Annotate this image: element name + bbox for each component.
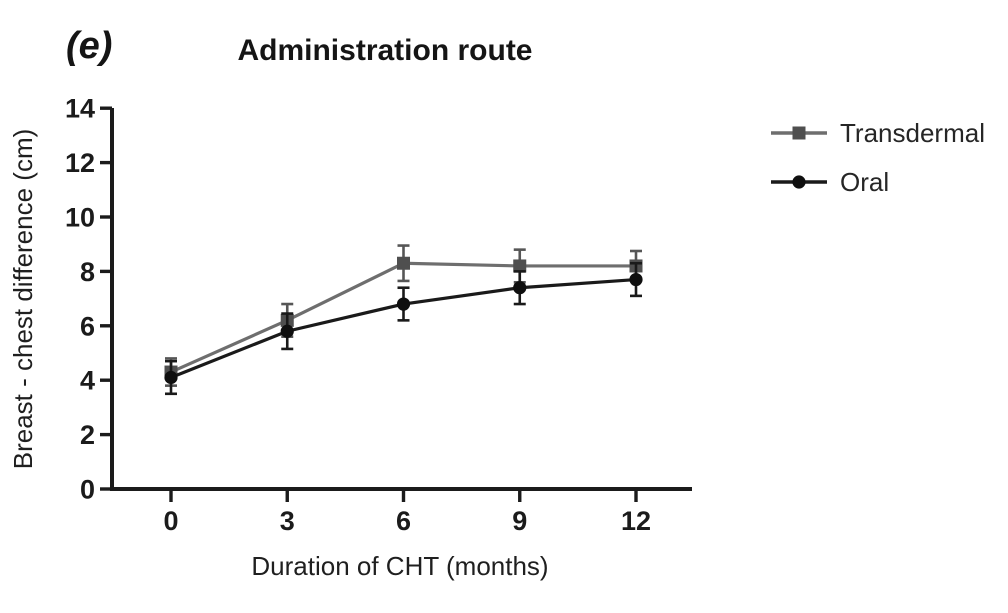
plot-layer: 0 2 4 6 8 10 12 14 0 3 6 9 12 [65,94,692,536]
x-tick-label: 0 [163,506,178,536]
y-tick-label: 6 [80,311,95,341]
data-point-oral [513,281,527,295]
data-point-transdermal [397,256,410,270]
y-tick-label: 14 [65,94,95,124]
y-tick-label: 12 [65,148,95,178]
x-axis-title: Duration of CHT (months) [251,551,548,581]
x-tick-label: 6 [396,506,411,536]
y-tick-label: 10 [65,203,95,233]
y-tick-label: 4 [80,366,95,396]
chart-title: Administration route [237,34,532,67]
legend-item-transdermal: Transdermal [771,118,985,148]
y-axis-title: Breast - chest difference (cm) [8,129,38,470]
y-tick-label: 8 [80,257,95,287]
data-point-oral [629,272,643,287]
x-tick-label: 12 [621,506,651,536]
data-point-oral [280,324,294,338]
data-point-oral [164,370,178,385]
data-point-oral [396,297,411,311]
legend-item-label: Transdermal [840,118,985,148]
legend-marker-square-icon [792,126,806,140]
legend-item-label: Oral [840,167,889,197]
x-tick-label: 3 [280,506,295,536]
legend: Transdermal Oral [771,118,985,197]
y-tick-label: 2 [80,420,95,450]
panel-label: (e) [66,25,112,67]
y-tick-label: 0 [80,475,95,505]
x-tick-label: 9 [512,506,527,536]
legend-item-oral: Oral [771,167,889,197]
data-point-transdermal [513,259,527,273]
legend-marker-circle-icon [792,175,806,189]
